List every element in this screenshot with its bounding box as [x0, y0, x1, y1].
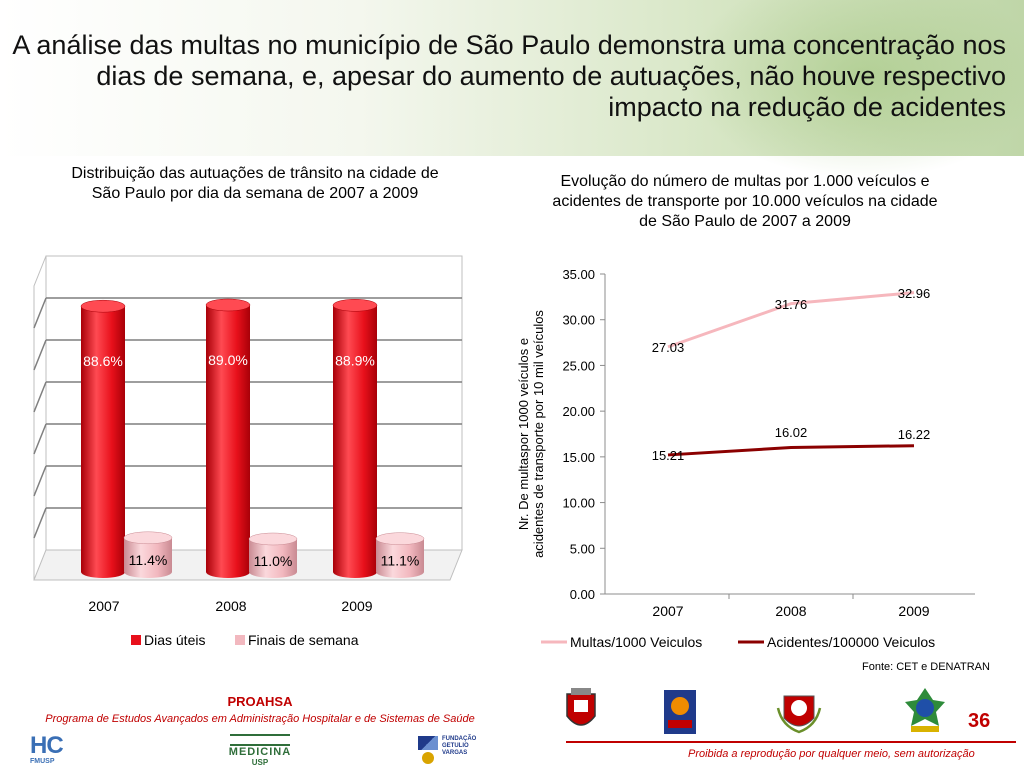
fgv-logo: FUNDAÇÃO GETULIO VARGAS	[418, 736, 494, 766]
line-chart-y-ticks: 0.00 5.00 10.00 15.00 20.00 25.00 30.00 35.00	[562, 267, 605, 602]
bar-x-tick-label: 2008	[215, 598, 246, 614]
fgv-mark-icon	[418, 736, 438, 750]
sao-paulo-state-crest-icon	[776, 695, 822, 734]
line-data-label: 31.76	[775, 297, 808, 312]
line-data-label: 16.02	[775, 425, 808, 440]
bar-gridline-side	[33, 339, 47, 371]
line-y-label-line: Nr. De multaspor 1000 veículos e	[516, 338, 531, 530]
slide-title: A análise das multas no município de São…	[12, 30, 1006, 122]
bar-2008-finais-de-semana	[248, 532, 298, 578]
sao-paulo-city-crest-icon	[566, 688, 596, 726]
line-chart-data-labels: 27.03 31.76 32.96 15.21 16.02 16.22	[652, 286, 931, 463]
bar-data-label: 11.4%	[129, 552, 168, 568]
bar-2009-dias-uteis	[332, 299, 378, 578]
hc-logo-text: HC	[30, 732, 64, 759]
footer-org: PROAHSA	[227, 694, 293, 709]
line-data-label: 32.96	[898, 286, 931, 301]
bar-gridline-side	[33, 423, 47, 455]
line-y-tick-label: 15.00	[562, 450, 595, 465]
bar-legend-swatch	[131, 635, 141, 645]
bar-2007-dias-uteis	[80, 299, 126, 578]
line-chart-legend: Multas/1000 Veiculos Acidentes/100000 Vei…	[541, 634, 935, 650]
page-number: 36	[968, 710, 991, 732]
fmusp-logo-text: FMUSP	[30, 758, 55, 765]
bar-legend-label: Finais de semana	[248, 632, 359, 648]
bar-chart-x-ticks: 2007 2008 2009	[88, 598, 372, 614]
bar-data-label: 88.6%	[83, 353, 123, 369]
line-chart-title: Evolução do número de multas por 1.000 v…	[552, 173, 938, 230]
line-y-label-line: acidentes de transporte por 10 mil veícu…	[531, 310, 546, 558]
line-y-tick-label: 25.00	[562, 358, 595, 373]
bar-data-label: 11.0%	[254, 553, 293, 569]
line-y-tick-label: 0.00	[570, 587, 595, 602]
bar-legend-swatch	[235, 635, 245, 645]
source-note: Fonte: CET e DENATRAN	[862, 661, 990, 673]
line-chart-y-label: Nr. De multaspor 1000 veículos eacidente…	[516, 310, 546, 558]
detran-logo-icon	[664, 690, 696, 734]
bar-gridline-side	[33, 297, 47, 329]
line-data-label: 16.22	[898, 427, 931, 442]
line-legend-label: Multas/1000 Veiculos	[570, 634, 702, 650]
bar-2007-finais-de-semana	[123, 531, 173, 578]
bar-data-label: 88.9%	[335, 352, 375, 368]
bar-2008-dias-uteis	[205, 298, 251, 578]
line-data-label: 27.03	[652, 340, 685, 355]
medicina-columns-icon	[230, 734, 290, 746]
line-y-tick-label: 5.00	[570, 541, 595, 556]
line-x-tick-label: 2009	[898, 603, 929, 619]
bar-data-label: 11.1%	[381, 553, 420, 569]
line-chart-x-ticks: 2007 2008 2009	[652, 594, 930, 619]
bar-chart-data-labels: 88.6% 89.0% 88.9% 11.4% 11.0% 11.1%	[83, 352, 419, 569]
line-y-tick-label: 10.00	[562, 496, 595, 511]
bar-legend-label: Dias úteis	[144, 632, 205, 648]
hc-fmusp-logo: HC FMUSP	[30, 734, 76, 768]
line-series-multas	[667, 291, 915, 349]
bar-2009-finais-de-semana	[375, 532, 425, 578]
header-leaf-decoration	[684, 0, 1024, 180]
footer-divider	[566, 741, 1016, 743]
footer-program: Programa de Estudos Avançados em Adminis…	[45, 713, 475, 725]
bar-chart-title: Distribuição das autuações de trânsito n…	[71, 165, 439, 202]
fgv-seal-icon	[422, 752, 434, 764]
bar-chart-bars	[80, 298, 425, 578]
line-legend-label: Acidentes/100000 Veiculos	[767, 634, 935, 650]
line-y-tick-label: 30.00	[562, 313, 595, 328]
bar-data-label: 89.0%	[208, 352, 248, 368]
usp-logo-text: USP	[251, 758, 269, 767]
medicina-usp-logo: MEDICINA USP	[222, 734, 298, 768]
fgv-logo-text: FUNDAÇÃO GETULIO VARGAS	[442, 736, 477, 756]
line-data-label: 15.21	[652, 448, 685, 463]
line-chart-axes	[604, 274, 975, 595]
line-x-tick-label: 2007	[652, 603, 683, 619]
bar-x-tick-label: 2009	[341, 598, 372, 614]
bar-x-tick-label: 2007	[88, 598, 119, 614]
bar-gridline-side	[33, 381, 47, 413]
line-x-tick-label: 2008	[775, 603, 806, 619]
bar-chart-legend: Dias úteis Finais de semana	[131, 632, 359, 648]
line-series-acidentes	[667, 444, 915, 457]
bar-gridline-side	[33, 507, 47, 539]
line-chart-series	[667, 291, 915, 457]
header-banner	[0, 0, 1024, 180]
medicina-logo-text: MEDICINA	[228, 746, 292, 758]
brazil-coat-of-arms-icon	[905, 688, 945, 732]
line-y-tick-label: 35.00	[562, 267, 595, 282]
bar-gridline-side	[33, 465, 47, 497]
line-y-tick-label: 20.00	[562, 404, 595, 419]
footer-notice: Proibida a reprodução por qualquer meio,…	[688, 748, 975, 760]
